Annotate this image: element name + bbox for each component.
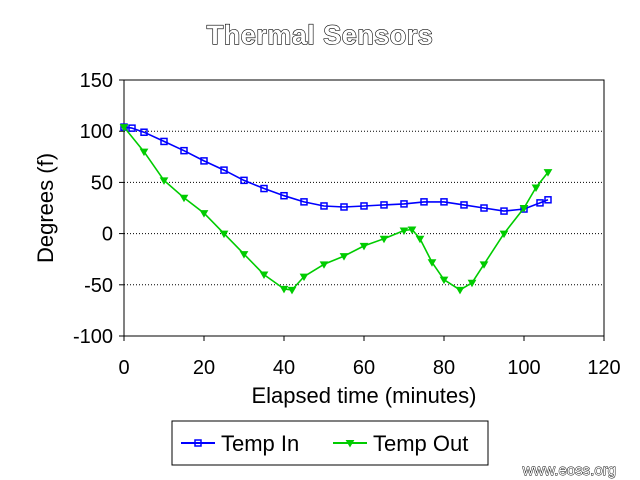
data-point-temp-out	[139, 148, 149, 157]
y-axis-label: Degrees (f)	[33, 153, 58, 263]
legend-swatch-marker	[345, 440, 355, 448]
data-point-temp-in	[460, 201, 468, 209]
y-tick-label: 150	[80, 70, 113, 92]
data-point-temp-in	[160, 137, 168, 146]
data-point-temp-in	[220, 166, 228, 174]
y-tick-label: -100	[73, 326, 113, 348]
x-tick-label: 20	[193, 357, 215, 379]
legend-label-temp-out: Temp Out	[373, 431, 468, 456]
data-point-temp-in	[140, 128, 148, 136]
data-point-temp-out	[259, 271, 269, 280]
legend-swatches	[181, 439, 367, 448]
data-point-temp-out	[319, 261, 329, 269]
grid-lines	[124, 130, 604, 286]
legend-label-temp-in: Temp In	[221, 431, 299, 456]
data-point-temp-out	[359, 242, 369, 251]
series-layer	[119, 123, 553, 295]
data-point-temp-out	[339, 253, 349, 261]
data-point-temp-out	[467, 279, 477, 288]
data-point-temp-in	[544, 196, 552, 204]
data-point-temp-in	[200, 157, 208, 165]
x-axis-label: Elapsed time (minutes)	[252, 383, 477, 408]
data-point-temp-out	[219, 230, 229, 239]
data-point-temp-out	[119, 124, 129, 132]
data-point-temp-out	[519, 205, 529, 213]
data-point-temp-out	[415, 235, 425, 244]
axis-ticks	[119, 79, 605, 341]
data-point-temp-out	[179, 194, 189, 203]
data-point-temp-in	[240, 176, 248, 185]
y-tick-labels: 150 100 50 0 -50 -100	[73, 70, 113, 348]
data-point-temp-out	[427, 259, 437, 267]
legend-swatch-marker	[194, 439, 202, 447]
data-point-temp-in	[360, 202, 368, 210]
data-point-temp-out	[299, 273, 309, 282]
x-tick-label: 100	[507, 357, 540, 379]
y-tick-label: 100	[80, 121, 113, 143]
data-point-temp-out	[379, 235, 389, 244]
legend-swatch-temp-in	[181, 439, 215, 447]
data-point-temp-out	[239, 251, 249, 259]
x-tick-label: 40	[273, 357, 295, 379]
data-point-temp-in	[320, 202, 328, 210]
y-tick-label: 50	[91, 172, 113, 194]
data-point-temp-out	[439, 276, 449, 285]
data-point-temp-out	[455, 286, 465, 295]
data-point-temp-out	[499, 230, 509, 239]
series-temp-out	[119, 124, 553, 295]
x-tick-label: 80	[433, 357, 455, 379]
data-point-temp-out	[531, 184, 541, 193]
data-point-temp-out	[287, 286, 297, 295]
x-tick-label: 120	[587, 357, 620, 379]
data-point-temp-out	[399, 227, 409, 236]
data-point-temp-in	[420, 198, 428, 206]
legend-swatch-temp-out	[333, 440, 367, 448]
data-point-temp-in	[480, 204, 488, 212]
data-point-temp-in	[180, 146, 188, 155]
x-tick-label: 60	[353, 357, 375, 379]
data-point-temp-out	[199, 210, 209, 218]
plot-area	[123, 79, 605, 337]
x-tick-label: 0	[118, 357, 129, 379]
data-point-temp-in	[300, 198, 308, 206]
data-point-temp-in	[128, 124, 136, 132]
series-temp-in	[120, 123, 552, 215]
legend-box	[171, 420, 489, 466]
data-point-temp-out	[279, 285, 289, 294]
data-point-temp-out	[479, 261, 489, 269]
chart-title: Thermal Sensors	[207, 20, 434, 50]
data-point-temp-in	[500, 207, 508, 215]
y-tick-label: 0	[102, 224, 113, 246]
data-point-temp-out	[543, 169, 553, 177]
data-point-temp-in	[400, 200, 408, 208]
data-point-temp-in	[340, 203, 348, 211]
data-point-temp-in	[440, 198, 448, 206]
legend: Temp In Temp Out	[171, 420, 489, 466]
y-tick-label: -50	[84, 275, 113, 297]
data-point-temp-in	[380, 201, 388, 209]
data-point-temp-out	[407, 226, 417, 234]
data-point-temp-out	[159, 177, 169, 185]
x-tick-labels: 0 20 40 60 80 100 120	[118, 357, 620, 379]
data-point-temp-in	[536, 199, 544, 207]
data-point-temp-in	[280, 191, 288, 200]
data-point-temp-in	[260, 184, 268, 193]
credit-text: www.eoss.org	[522, 462, 616, 479]
